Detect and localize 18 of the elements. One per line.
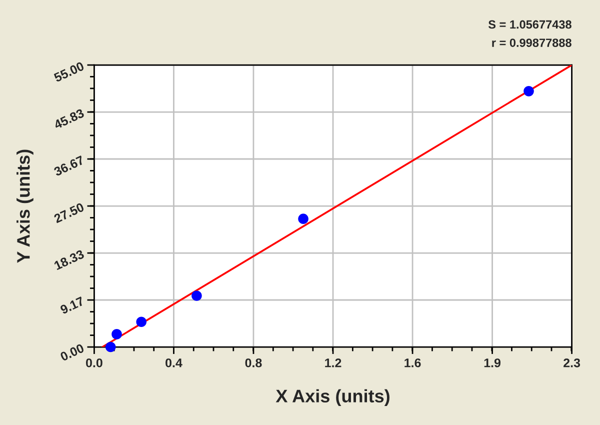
text: S = 1.05677438 <box>488 20 572 29</box>
x-tick-label: 0.4 <box>166 358 182 368</box>
y-tick-label: 36.67 <box>53 155 85 176</box>
y-tick-label: 9.17 <box>60 296 85 314</box>
y-tick-label: 55.00 <box>53 61 85 82</box>
x-tick-label: 0.8 <box>245 358 262 368</box>
text: r = 0.99877888 <box>492 38 572 47</box>
x-tick-label: 1.9 <box>484 358 500 368</box>
y-tick-label: 27.50 <box>53 202 85 224</box>
y-tick-label: 45.83 <box>53 108 85 130</box>
x-axis-title: X Axis (units) <box>276 389 390 406</box>
x-tick-label: 0.0 <box>86 358 102 368</box>
y-axis-title: Y Axis (units) <box>16 150 34 263</box>
y-tick-label: 0.00 <box>60 343 85 362</box>
y-tick-label: 18.33 <box>54 249 85 270</box>
x-tick-label: 1.2 <box>325 358 342 368</box>
x-tick-label: 2.3 <box>564 358 580 368</box>
x-tick-label: 1.6 <box>404 358 421 368</box>
